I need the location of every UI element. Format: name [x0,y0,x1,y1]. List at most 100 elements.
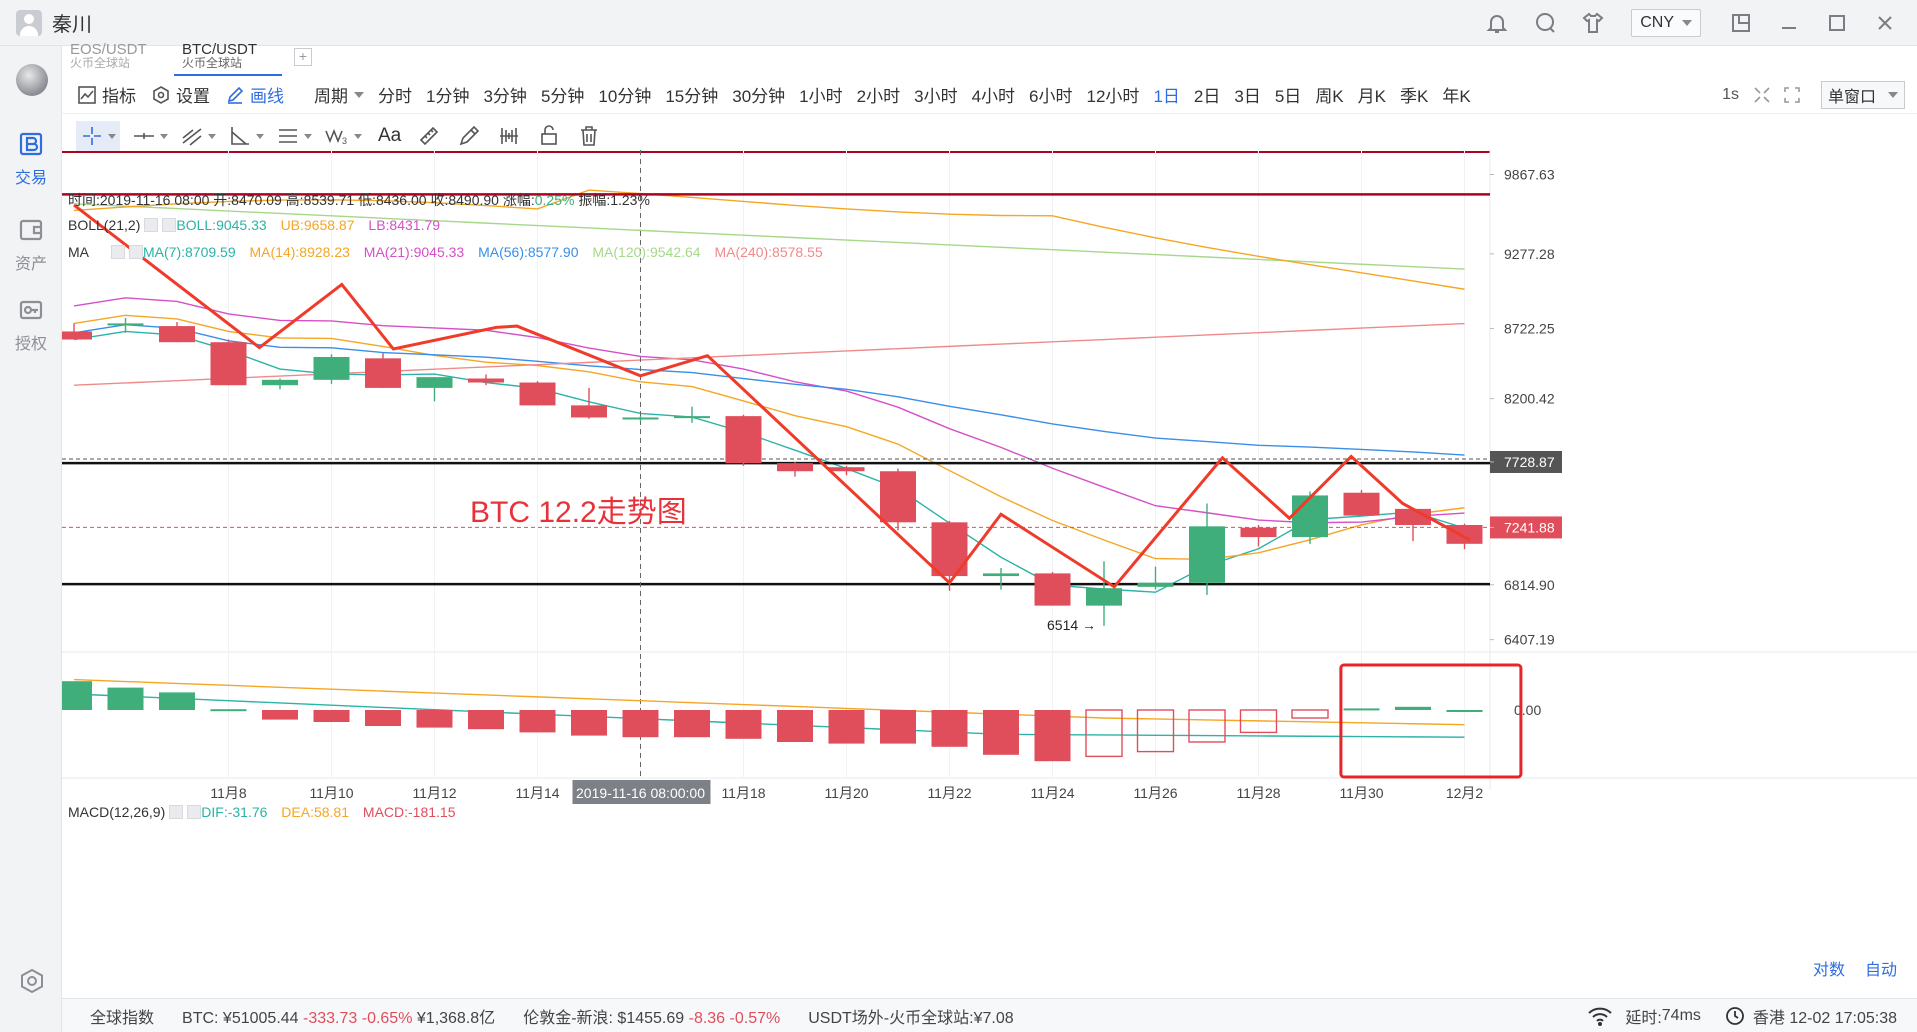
macd-bar [725,710,762,739]
minimize-icon[interactable] [1775,9,1803,37]
candle-body [365,358,401,388]
gear-icon[interactable] [169,805,184,819]
macd-bar [1343,708,1380,711]
close-icon[interactable] [1871,9,1899,37]
maximize-icon[interactable] [1823,9,1851,37]
settings-button[interactable]: 设置 [152,82,210,107]
refresh-interval[interactable]: 1s [1722,86,1739,103]
price-tick-label: 8200.42 [1504,391,1555,407]
tab-eos-usdt[interactable]: EOS/USDT 火币全球站 [62,38,170,74]
trend-line-icon [182,128,202,146]
shirt-icon[interactable] [1579,9,1607,37]
currency-select[interactable]: CNY [1631,9,1701,37]
btc-ticker[interactable]: BTC: ¥51005.44 -333.73 -0.65% ¥1,368.8亿 [182,1004,495,1028]
lock-tool[interactable] [537,121,561,151]
period-item[interactable]: 1小时 [799,87,843,106]
parallel-lines-icon [279,129,297,143]
magnet-tool[interactable] [497,121,521,151]
period-item[interactable]: 30分钟 [732,87,786,106]
period-item[interactable]: 周K [1315,87,1344,106]
gear-icon[interactable] [144,218,159,232]
period-item[interactable]: 2日 [1193,87,1221,106]
period-item[interactable]: 4小时 [971,87,1016,106]
sidebar-item-assets[interactable]: 资产 [0,216,62,274]
gold-ticker[interactable]: 伦敦金-新浪: $1455.69 -8.36 -0.57% [523,1004,780,1028]
period-item[interactable]: 2小时 [856,87,901,106]
avatar[interactable] [16,9,42,36]
global-index-label[interactable]: 全球指数 [90,1009,155,1027]
period-dropdown[interactable]: 周期 [314,82,364,107]
indicator-button[interactable]: 指标 [78,82,136,107]
time-tick-label: 11月12 [412,785,456,801]
latency-label: 延时: [1625,1010,1662,1027]
period-item[interactable]: 3小时 [914,87,958,106]
gear-icon[interactable] [111,245,125,259]
title-bar: 秦川 CNY [0,0,1917,46]
indicator-value: DEA:58.81 [281,804,353,820]
low-value: 8436.00 [375,192,427,208]
chevron-down-icon [354,133,362,139]
period-item[interactable]: 6小时 [1029,87,1073,106]
text-tool[interactable]: Aa [378,125,402,146]
restore-window-icon[interactable] [1727,9,1755,37]
ma120-line [73,203,1465,270]
period-item[interactable]: 分时 [378,87,412,106]
close-icon[interactable] [162,218,177,232]
chat-icon[interactable] [1531,9,1559,37]
log-scale-toggle[interactable]: 对数 [1812,962,1845,979]
wallet-icon [19,219,43,241]
bell-icon[interactable] [1483,9,1511,37]
trend-line-tool[interactable] [180,121,216,151]
fullscreen-icon[interactable] [1753,86,1771,104]
indicator-value: MA(56):8577.90 [478,244,583,260]
angle-tool[interactable] [228,121,264,151]
chart-area[interactable]: BTC 12.2走势图 6514 → 9867.63 9277.28 8722.25 82… [62,150,1917,1002]
indicator-value: DIF:-31.76 [201,804,272,820]
parallel-lines-tool[interactable] [276,121,312,151]
close-icon[interactable] [187,805,202,819]
trash-icon [581,126,598,146]
crosshair-tool[interactable] [76,121,120,151]
window-mode-select[interactable]: 单窗口 [1821,81,1905,109]
sidebar-item-authorization[interactable]: 授权 [0,296,62,354]
lock-icon [541,125,558,145]
usdt-ticker[interactable]: USDT场外-火币全球站:¥7.08 [808,1004,1013,1028]
wave-tool[interactable]: 3 [324,121,362,151]
brush-tool[interactable] [457,121,481,151]
period-item[interactable]: 15分钟 [665,87,719,106]
price-tick-label: 7728.87 [1504,454,1555,470]
candle-body [468,378,504,383]
period-item[interactable]: 1分钟 [426,87,470,106]
delete-tool[interactable] [577,121,601,151]
period-item[interactable]: 月K [1357,87,1386,106]
auto-scale-toggle[interactable]: 自动 [1864,962,1897,979]
time-tick-label: 11月30 [1339,785,1383,801]
ma240-line [73,322,1465,386]
close-icon[interactable] [129,245,143,259]
period-item[interactable]: 季K [1400,87,1429,106]
ma-label: MA [68,244,89,260]
period-item[interactable]: 10分钟 [598,87,652,106]
period-item[interactable]: 1日 [1153,87,1180,106]
tab-symbol: BTC/USDT [182,41,257,58]
boll-label: BOLL(21,2) [68,217,141,233]
time-tick-label: 11月26 [1133,785,1177,801]
settings-icon[interactable] [19,968,45,994]
user-name[interactable]: 秦川 [52,14,92,36]
period-item[interactable]: 5分钟 [540,87,585,106]
period-item[interactable]: 3日 [1234,87,1261,106]
period-item[interactable]: 12小时 [1086,87,1140,106]
period-item[interactable]: 年K [1442,87,1471,106]
draw-line-button[interactable]: 画线 [226,82,284,107]
period-item[interactable]: 3分钟 [483,87,527,106]
candlestick-chart[interactable]: BTC 12.2走势图 6514 → 9867.63 9277.28 8722.25 82… [62,150,1917,1002]
time-tick-label: 11月10 [309,785,353,801]
screenshot-icon[interactable] [1783,86,1801,104]
ruler-tool[interactable] [417,121,441,151]
add-tab-button[interactable]: + [294,48,312,66]
tab-btc-usdt[interactable]: BTC/USDT 火币全球站 [174,38,282,76]
horizontal-line-tool[interactable] [132,121,168,151]
btc-pct: -0.65% [361,1009,413,1027]
sidebar-item-trade[interactable]: 交易 [0,130,62,188]
period-item[interactable]: 5日 [1274,87,1302,106]
